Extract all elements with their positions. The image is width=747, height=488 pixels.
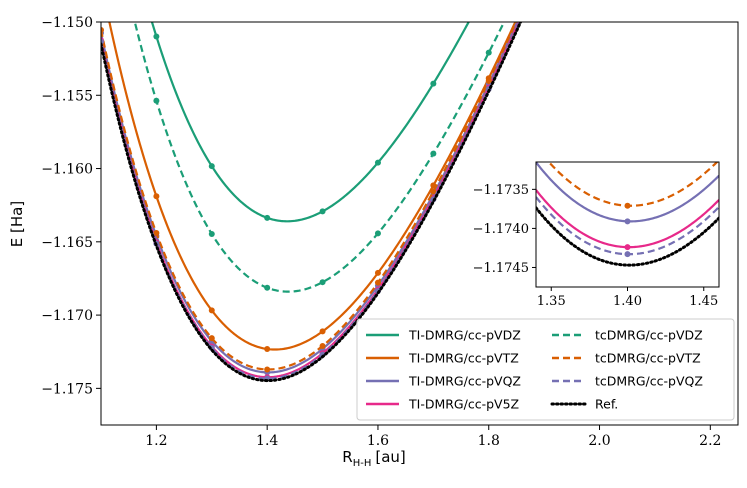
legend-items: TI-DMRG/cc-pVDZ TI-DMRG/cc-pVTZ TI-DMRG/cc… xyxy=(366,328,703,412)
legend-label-ti-dmrg-cc-pvtz: TI-DMRG/cc-pVTZ xyxy=(408,351,519,366)
x-tick-label: 2.0 xyxy=(588,433,610,449)
data-point-ti-dmrg-cc-pvdz xyxy=(374,159,381,166)
x-tick-label: 2.2 xyxy=(699,433,721,449)
inset-data-point-ti-dmrg-cc-pv5z xyxy=(624,244,631,251)
y-tick-label: −1.170 xyxy=(41,308,93,324)
series-line-ref xyxy=(101,22,523,383)
series-line-tcdmrg-cc-pvdz xyxy=(133,22,506,293)
data-point-tcdmrg-cc-pvtz xyxy=(101,26,104,33)
data-point-tcdmrg-cc-pvdz xyxy=(208,230,215,237)
series-line-ti-dmrg-cc-pvdz xyxy=(150,22,470,223)
legend-label-tcdmrg-cc-pvtz: tcDMRG/cc-pVTZ xyxy=(595,351,701,366)
inset-data-point-tcdmrg-cc-pvtz xyxy=(624,202,631,209)
data-point-tcdmrg-cc-pvdz xyxy=(319,279,326,286)
y-tick-label: −1.150 xyxy=(41,15,93,31)
data-point-ti-dmrg-cc-pvtz xyxy=(319,328,326,335)
data-point-tcdmrg-cc-pvtz xyxy=(485,78,492,85)
inset-series-line-ref xyxy=(536,206,719,267)
inset-curves-group xyxy=(536,162,719,267)
y-tick-label: −1.160 xyxy=(41,162,93,178)
series-line-ti-dmrg-cc-pvqz xyxy=(101,22,519,374)
legend-label-tcdmrg-cc-pvdz: tcDMRG/cc-pVDZ xyxy=(595,328,703,343)
inset-y-tick-label: −1.1745 xyxy=(473,261,529,276)
data-point-tcdmrg-cc-pvtz xyxy=(153,230,160,237)
inset-x-tick-label: 1.45 xyxy=(689,294,718,309)
x-tick-label: 1.8 xyxy=(478,433,500,449)
legend-box xyxy=(356,318,735,421)
main-y-ticks: −1.175 −1.170 −1.165 −1.160 −1.155 −1.150 xyxy=(41,15,101,397)
data-point-tcdmrg-cc-pvtz xyxy=(374,279,381,286)
data-point-ti-dmrg-cc-pvtz xyxy=(153,193,160,200)
inset-x-tick-label: 1.35 xyxy=(537,294,566,309)
data-point-ti-dmrg-cc-pvdz xyxy=(319,208,326,215)
data-point-tcdmrg-cc-pvdz xyxy=(485,49,492,56)
data-point-ti-dmrg-cc-pvdz xyxy=(430,80,437,87)
data-point-tcdmrg-cc-pvtz xyxy=(319,342,326,349)
y-tick-label: −1.175 xyxy=(41,381,93,397)
main-x-ticks: 1.2 1.4 1.6 1.8 2.0 2.2 xyxy=(145,425,721,449)
inset-data-point-ti-dmrg-cc-pvqz xyxy=(624,218,631,225)
x-tick-label: 1.2 xyxy=(145,433,167,449)
main-plot-frame xyxy=(100,21,739,426)
main-plot-area: 1.2 1.4 1.6 1.8 2.0 2.2 −1.175−1.170−1.165−1.… xyxy=(41,15,739,449)
data-point-tcdmrg-cc-pvtz xyxy=(208,335,215,342)
data-point-ti-dmrg-cc-pvtz xyxy=(264,345,271,352)
legend: TI-DMRG/cc-pVDZ TI-DMRG/cc-pVTZ TI-DMRG/cc… xyxy=(356,318,735,421)
y-tick-label: −1.155 xyxy=(41,88,93,104)
y-tick-label: −1.165 xyxy=(41,235,93,251)
legend-label-ti-dmrg-cc-pv5z: TI-DMRG/cc-pV5Z xyxy=(408,397,519,412)
x-tick-label: 1.4 xyxy=(256,433,278,449)
data-point-ti-dmrg-cc-pvdz xyxy=(208,163,215,170)
legend-label-tcdmrg-cc-pvqz: tcDMRG/cc-pVQZ xyxy=(595,374,703,389)
data-point-tcdmrg-cc-pvdz xyxy=(374,230,381,237)
inset-data-point-tcdmrg-cc-pvqz xyxy=(624,251,631,258)
inset-x-ticks: 1.35 1.40 1.45 xyxy=(537,287,718,309)
data-point-ti-dmrg-cc-pvtz xyxy=(374,269,381,276)
data-point-ti-dmrg-cc-pvdz xyxy=(153,33,160,40)
data-point-tcdmrg-cc-pvdz xyxy=(153,97,160,104)
legend-label-ref: Ref. xyxy=(595,397,618,412)
data-point-tcdmrg-cc-pvtz xyxy=(430,188,437,195)
y-axis-label: E [Ha] xyxy=(8,201,26,247)
data-point-ti-dmrg-cc-pvtz xyxy=(208,307,215,314)
inset-y-tick-label: −1.1735 xyxy=(473,183,529,198)
inset-y-tick-label: −1.1740 xyxy=(473,222,529,237)
data-point-tcdmrg-cc-pvdz xyxy=(264,284,271,291)
x-tick-label: 1.6 xyxy=(367,433,389,449)
inset-x-tick-label: 1.40 xyxy=(613,294,642,309)
series-line-ti-dmrg-cc-pvtz xyxy=(108,22,517,351)
series-line-tcdmrg-cc-pvtz xyxy=(101,22,518,371)
data-point-tcdmrg-cc-pvtz xyxy=(264,366,271,373)
data-point-ti-dmrg-cc-pvdz xyxy=(264,214,271,221)
inset-y-ticks: −1.1745 −1.1740 −1.1735 xyxy=(473,183,536,276)
main-curves-group xyxy=(101,22,523,383)
legend-label-ti-dmrg-cc-pvqz: TI-DMRG/cc-pVQZ xyxy=(408,374,521,389)
inset-plot: 1.35 1.40 1.45 −1.1745 −1.1740 −1.1735 xyxy=(473,161,720,309)
data-point-tcdmrg-cc-pvdz xyxy=(430,150,437,157)
legend-label-ti-dmrg-cc-pvdz: TI-DMRG/cc-pVDZ xyxy=(408,328,521,343)
x-axis-label: RH-H [au] xyxy=(342,448,406,469)
